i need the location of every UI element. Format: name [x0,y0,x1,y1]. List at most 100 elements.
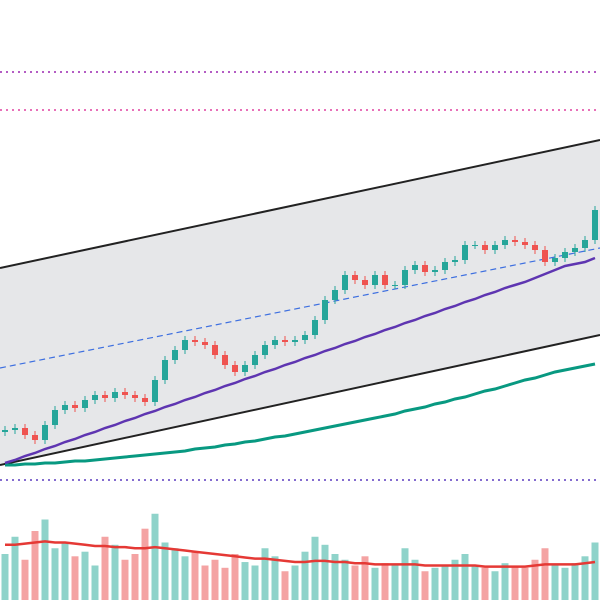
volume-bar [351,565,359,600]
candle-body [492,245,498,250]
candle-body [202,342,208,345]
candle-body [232,365,238,372]
volume-bar [11,536,19,600]
volume-bar [291,565,299,600]
candle-body [512,240,518,242]
candle-body [32,435,38,440]
volume-bar [31,531,39,600]
candle-body [582,240,588,248]
volume-bar [151,513,159,600]
volume-bar [81,551,89,600]
volume-bar [71,556,79,600]
candle-body [2,430,8,432]
volume-bar [461,554,469,600]
candle-body [172,350,178,360]
volume-bar [21,559,29,600]
candle-body [292,340,298,342]
candle-body [392,285,398,286]
candle-body [502,240,508,245]
candle-body [92,395,98,400]
candle-body [102,395,108,398]
candle-body [212,345,218,355]
candle-body [412,265,418,270]
volume-bar [221,567,229,600]
volume-bar [341,559,349,600]
volume-bar [571,563,579,600]
volume-bar [491,571,499,600]
volume-bar [451,559,459,600]
volume-bar [441,565,449,600]
candle-body [42,425,48,440]
volume-bar [331,554,339,600]
volume-bar [361,556,369,600]
volume-bar [211,559,219,600]
candle-body [272,340,278,345]
candle-body [262,345,268,355]
candle-body [302,335,308,340]
volume-bar [161,542,169,600]
candle-body [112,392,118,398]
volume-bar [391,565,399,600]
volume-bar [231,554,239,600]
candle-body [422,265,428,272]
volume-bar [301,551,309,600]
candle-body [342,275,348,290]
candle-body [522,242,528,245]
volume-bar [501,563,509,600]
candle-body [252,355,258,365]
trend-line [0,247,600,369]
candle-body [72,405,78,408]
volume-bar [551,565,559,600]
candle-body [142,398,148,402]
moving-average [4,256,596,465]
volume-bar [311,536,319,600]
volume-bar [531,559,539,600]
volume-bar [421,571,429,600]
volume-bar [141,528,149,600]
volume-bar [541,548,549,600]
candle-body [62,405,68,410]
volume-bar [521,567,529,600]
volume-bar [181,556,189,600]
candle-body [362,280,368,285]
volume-bar [411,559,419,600]
volume-bar [281,571,289,600]
channel-line [0,334,600,466]
volume-bar [431,567,439,600]
candle-body [22,428,28,435]
volume-bar [511,565,519,600]
candle-body [562,252,568,258]
volume-bar [201,565,209,600]
channel-fill [0,140,600,465]
candle-body [592,210,598,240]
candle-body [162,360,168,380]
candle-body [322,300,328,320]
volume-bar [481,567,489,600]
volume-bar [271,556,279,600]
volume-bar [261,548,269,600]
volume-bar [321,544,329,600]
volume-bar [381,563,389,600]
candle-body [282,340,288,342]
moving-average [5,362,596,467]
candle-body [432,270,438,272]
candle-body [462,245,468,260]
candle-body [452,260,458,262]
volume-bar [591,542,599,600]
candle-body [372,275,378,285]
candle-body [312,320,318,335]
volume-bar [61,542,69,600]
volume-bar [471,565,479,600]
candle-body [222,355,228,365]
volume-bar [121,559,129,600]
candle-body [532,245,538,250]
candle-body [472,245,478,246]
candle-body [442,262,448,270]
volume-bar [241,562,249,600]
volume-bar [251,565,259,600]
candle-body [552,258,558,262]
volume-bar [111,544,119,600]
volume-bar [581,556,589,600]
candle-body [542,250,548,262]
